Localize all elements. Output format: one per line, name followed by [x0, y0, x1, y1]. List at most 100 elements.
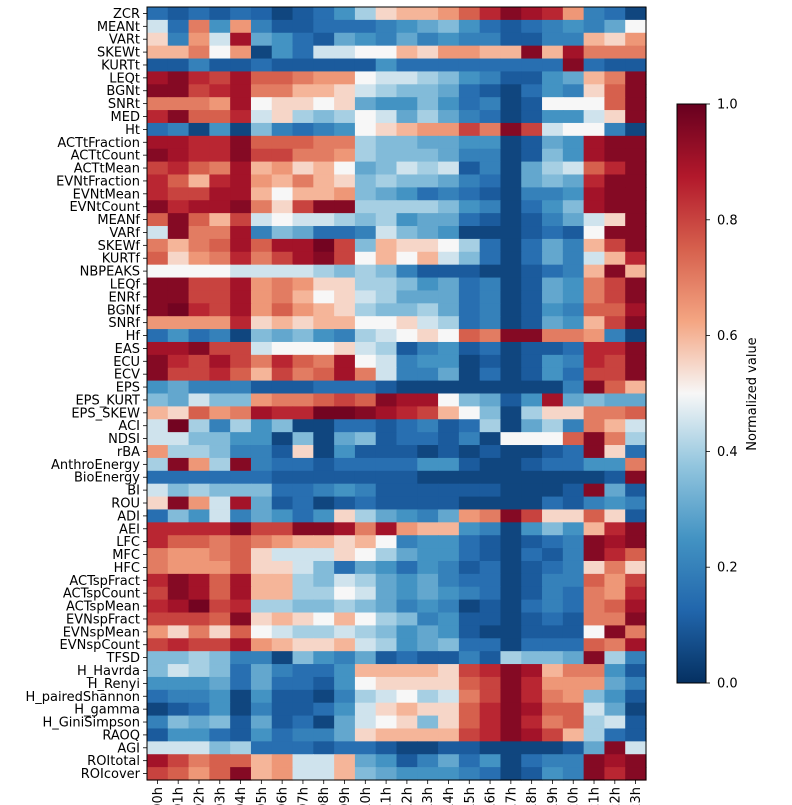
heatmap-cell: [625, 110, 647, 124]
heatmap-cell: [167, 32, 190, 47]
heatmap-cell: [209, 599, 231, 614]
heatmap-cell: [230, 445, 252, 459]
heatmap-cell: [209, 303, 231, 317]
heatmap-cell: [583, 354, 606, 369]
heatmap-cell: [147, 341, 169, 356]
heatmap-cell: [396, 509, 418, 523]
heatmap-cell: [396, 548, 418, 562]
y-tick-label: H_GiniSimpson: [42, 716, 140, 731]
heatmap-cell: [230, 457, 252, 472]
heatmap-cell: [375, 432, 398, 446]
heatmap-cell: [292, 161, 314, 176]
heatmap-cell: [521, 367, 543, 382]
heatmap-cell: [334, 754, 356, 768]
heatmap-cell: [334, 573, 356, 588]
heatmap-cell: [250, 316, 273, 330]
heatmap-cell: [500, 509, 522, 523]
y-tick-label: BI: [127, 484, 140, 499]
heatmap-cell: [562, 84, 585, 98]
y-tick-label: ACTspMean: [66, 600, 140, 615]
heatmap-cell: [188, 341, 210, 356]
heatmap-cell: [417, 290, 439, 304]
heatmap-cell: [438, 135, 460, 150]
heatmap-cell: [542, 71, 564, 85]
heatmap-cell: [334, 213, 356, 227]
heatmap-cell: [375, 135, 398, 150]
heatmap-cell: [147, 651, 169, 665]
heatmap-cell: [438, 625, 460, 639]
heatmap-cell: [479, 702, 502, 717]
heatmap-cell: [375, 200, 398, 214]
heatmap-cell: [313, 496, 335, 511]
heatmap-cell: [562, 213, 585, 227]
heatmap-cell: [396, 251, 418, 266]
heatmap-cell: [313, 97, 335, 111]
heatmap-cell: [147, 367, 169, 382]
heatmap-cell: [167, 741, 190, 755]
heatmap-cell: [292, 586, 314, 601]
heatmap-cell: [479, 84, 502, 98]
heatmap-cell: [542, 419, 564, 433]
heatmap-cell: [417, 135, 439, 150]
heatmap-cell: [209, 702, 231, 717]
heatmap-cell: [209, 110, 231, 124]
heatmap-cell: [438, 432, 460, 446]
heatmap-cell: [167, 303, 190, 317]
heatmap-cell: [250, 19, 273, 34]
heatmap-cell: [188, 213, 210, 227]
heatmap-cell: [230, 393, 252, 407]
heatmap-cell: [313, 483, 335, 498]
heatmap-cell: [604, 110, 626, 124]
heatmap-cell: [230, 122, 252, 137]
heatmap-cell: [354, 548, 377, 562]
heatmap-cell: [479, 277, 502, 292]
y-tick-label: LEQt: [109, 71, 140, 86]
heatmap-cell: [230, 638, 252, 652]
heatmap-cell: [167, 573, 190, 588]
heatmap-cell: [271, 535, 294, 549]
heatmap-cell: [375, 754, 398, 768]
heatmap-cell: [292, 226, 314, 240]
heatmap-cell: [479, 741, 502, 755]
heatmap-cell: [230, 316, 252, 330]
heatmap-cell: [396, 586, 418, 601]
heatmap-cell: [230, 715, 252, 730]
heatmap-cell: [625, 715, 647, 730]
heatmap-cell: [167, 7, 190, 21]
heatmap-cell: [562, 586, 585, 601]
heatmap-cell: [209, 174, 231, 188]
heatmap-cell: [521, 238, 543, 253]
heatmap-cell: [396, 715, 418, 730]
heatmap-cell: [458, 19, 481, 34]
heatmap-cell: [209, 238, 231, 253]
heatmap-cell: [500, 71, 522, 85]
heatmap-cell: [417, 303, 439, 317]
heatmap-cell: [479, 445, 502, 459]
heatmap-cell: [292, 84, 314, 98]
heatmap-cell: [354, 367, 377, 382]
heatmap-cell: [521, 354, 543, 369]
heatmap-cell: [458, 599, 481, 614]
heatmap-cell: [230, 767, 252, 781]
heatmap-cell: [147, 174, 169, 188]
heatmap-cell: [147, 535, 169, 549]
heatmap-cell: [230, 586, 252, 601]
heatmap-cell: [271, 651, 294, 665]
heatmap-cell: [188, 625, 210, 639]
heatmap-cell: [396, 148, 418, 163]
heatmap-cell: [167, 97, 190, 111]
heatmap-cell: [542, 741, 564, 755]
heatmap-cell: [583, 174, 606, 188]
heatmap-cell: [209, 354, 231, 369]
heatmap-cell: [583, 329, 606, 343]
heatmap-cell: [271, 457, 294, 472]
heatmap-cell: [147, 560, 169, 575]
heatmap-cell: [542, 19, 564, 34]
heatmap-cell: [147, 432, 169, 446]
heatmap-cell: [396, 496, 418, 511]
heatmap-cell: [147, 45, 169, 60]
heatmap-cell: [417, 664, 439, 678]
heatmap-cell: [521, 638, 543, 652]
heatmap-cell: [354, 432, 377, 446]
heatmap-cell: [604, 702, 626, 717]
